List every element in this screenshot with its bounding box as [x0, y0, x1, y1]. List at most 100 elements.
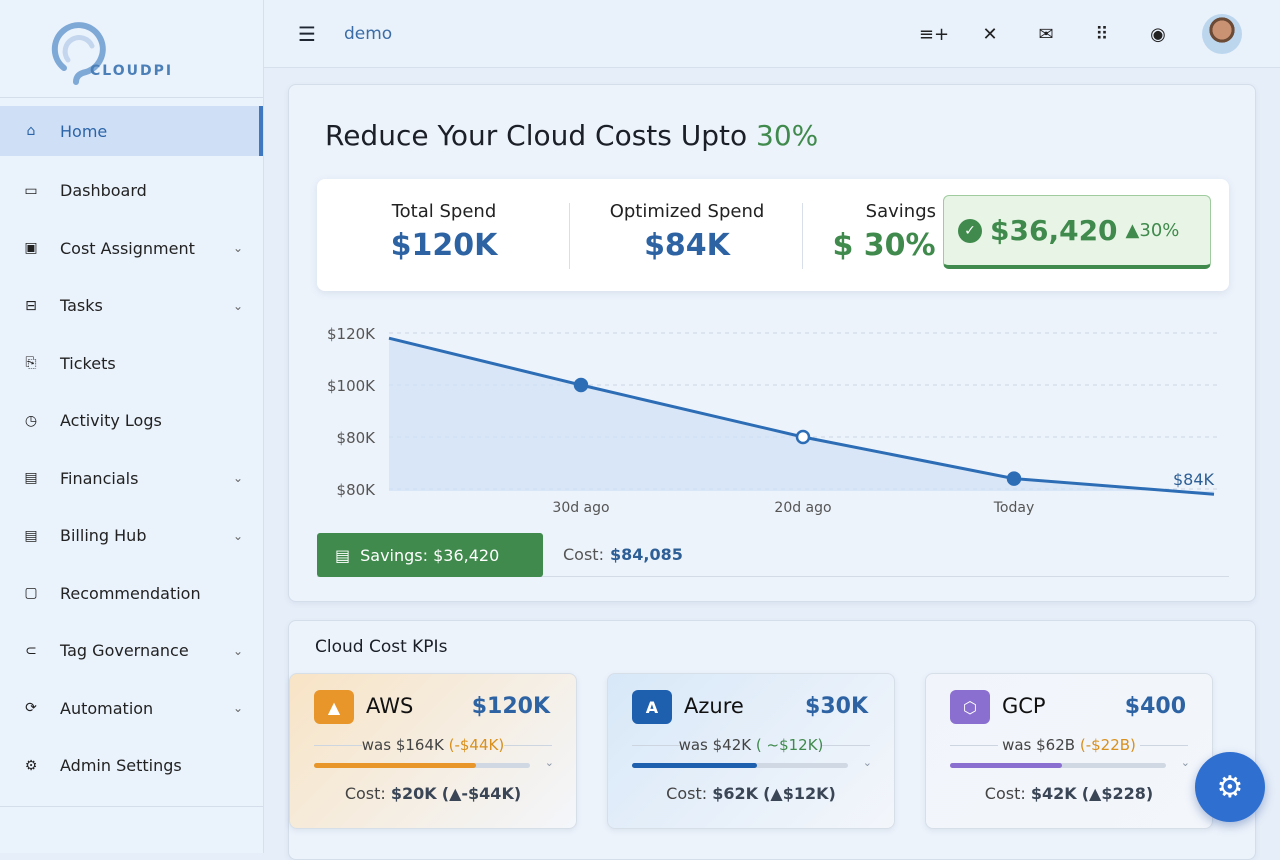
provider-name: GCP	[1002, 694, 1046, 718]
sidebar-item-label: Tag Governance	[60, 641, 189, 661]
sidebar-item-label: Tickets	[60, 353, 116, 373]
folder-icon: ▢	[24, 585, 38, 602]
y-tick-label: $120K	[327, 325, 376, 343]
compass-icon: ◷	[24, 412, 38, 429]
y-tick-label: $80K	[337, 481, 377, 499]
x-tick-label: 30d ago	[552, 500, 609, 516]
sidebar-item-home[interactable]: ⌂ Home	[0, 106, 263, 156]
azure-logo-icon: A	[632, 690, 672, 724]
savings-badge: ✓ $36,420 ▲30%	[943, 195, 1211, 269]
playlist-add-icon[interactable]: ≡+	[918, 23, 950, 45]
tag-icon: ⊂	[25, 642, 37, 659]
sidebar-item-recommendation[interactable]: ▢ Recommendation	[0, 565, 263, 623]
previous-amount: was $42K ( ~$12K)	[632, 736, 870, 754]
sidebar-item-label: Dashboard	[60, 181, 147, 201]
kpi-card-azure[interactable]: A Azure $30K was $42K ( ~$12K) ⌄ Cost: $…	[607, 673, 895, 829]
sidebar-item-label: Financials	[60, 468, 139, 488]
sidebar-item-label: Admin Settings	[60, 756, 182, 776]
data-point	[795, 429, 811, 445]
sidebar-item-tag-governance[interactable]: ⊂ Tag Governance ⌄	[0, 622, 263, 680]
area-fill	[389, 338, 1214, 495]
chevron-down-icon[interactable]: ⌄	[232, 701, 243, 716]
account-icon[interactable]: ◉	[1150, 23, 1166, 45]
x-tick-label: 20d ago	[774, 500, 831, 516]
sidebar-item-label: Recommendation	[60, 583, 201, 603]
chevron-down-icon[interactable]: ⌄	[862, 756, 872, 769]
total-spend-stat: Total Spend $120K	[390, 201, 498, 263]
progress-bar	[950, 763, 1166, 768]
cloudpi-logo-icon	[51, 22, 106, 85]
chevron-down-icon[interactable]: ⌄	[232, 528, 243, 543]
savings-overview-card: Reduce Your Cloud Costs Upto 30% Total S…	[288, 84, 1256, 602]
page-title: Reduce Your Cloud Costs Upto 30%	[325, 119, 819, 152]
wallet-icon: ▤	[335, 545, 351, 565]
section-title: Cloud Cost KPIs	[315, 637, 448, 657]
collapse-icon[interactable]: ✕	[982, 23, 998, 45]
chevron-down-icon[interactable]: ⌄	[544, 756, 554, 769]
progress-bar	[314, 763, 530, 768]
sidebar-item-tickets[interactable]: ⎘ Tickets	[0, 335, 263, 393]
savings-bar: ▤ Savings: $36,420 Cost: $84,085	[317, 533, 1229, 577]
sidebar-item-automation[interactable]: ⟳ Automation ⌄	[0, 680, 263, 738]
admin-icon: ⚙	[24, 757, 38, 774]
data-point	[1006, 471, 1022, 486]
avatar[interactable]	[1202, 14, 1242, 54]
cost-line: Cost: $20K (▲-$44K)	[344, 784, 522, 803]
sidebar-item-billing-hub[interactable]: ▤ Billing Hub ⌄	[0, 507, 263, 565]
cost-line: Cost: $42K (▲$228)	[984, 784, 1154, 803]
sidebar-item-admin-settings[interactable]: ⚙ Admin Settings	[0, 737, 263, 795]
savings-button[interactable]: ▤ Savings: $36,420	[317, 533, 543, 577]
chevron-down-icon[interactable]: ⌄	[232, 471, 243, 486]
previous-amount: was $164K (-$44K)	[314, 736, 552, 754]
breadcrumb[interactable]: demo	[343, 23, 393, 44]
provider-amount: $400	[1124, 694, 1186, 719]
chevron-down-icon[interactable]: ⌄	[1180, 756, 1190, 769]
progress-bar	[632, 763, 848, 768]
ticket-icon: ⎘	[25, 355, 37, 372]
id-card-icon: ▣	[24, 240, 38, 257]
sidebar-item-tasks[interactable]: ⊟ Tasks ⌄	[0, 277, 263, 335]
previous-amount: was $62B (-$22B)	[950, 736, 1188, 754]
tasks-icon: ⊟	[25, 297, 37, 314]
billing-icon: ▤	[24, 527, 38, 544]
x-tick-label: Today	[993, 500, 1035, 516]
sidebar-item-label: Tasks	[60, 296, 103, 316]
top-header: ☰ demo ≡+ ✕ ✉ ⠿ ◉	[264, 0, 1280, 68]
logo[interactable]: CLOUDPI	[0, 0, 263, 98]
sidebar: CLOUDPI ⌂ Home ▭ Dashboard ▣ Cost Assignment ⌄…	[0, 0, 264, 853]
chevron-down-icon[interactable]: ⌄	[232, 298, 243, 313]
cloud-cost-kpis: Cloud Cost KPIs ▲ AWS $120K was $164K (-…	[288, 620, 1256, 860]
sidebar-nav: ⌂ Home ▭ Dashboard ▣ Cost Assignment ⌄ ⊟ Tasks ⌄ ⎘…	[0, 98, 263, 795]
mail-icon[interactable]: ✉	[1038, 23, 1054, 45]
check-circle-icon: ✓	[958, 218, 982, 243]
gcp-logo-icon: ⬡	[950, 690, 990, 724]
savings-stat: Savings $ 30%	[832, 201, 936, 263]
settings-gear-icon[interactable]: ⚙	[1195, 752, 1265, 822]
laptop-icon: ▭	[24, 182, 38, 199]
sidebar-item-cost-assignment[interactable]: ▣ Cost Assignment ⌄	[0, 220, 263, 278]
data-point	[573, 377, 589, 393]
sidebar-item-dashboard[interactable]: ▭ Dashboard	[0, 162, 263, 220]
sidebar-item-financials[interactable]: ▤ Financials ⌄	[0, 450, 263, 508]
automation-icon: ⟳	[25, 700, 37, 717]
sidebar-item-label: Activity Logs	[60, 411, 162, 431]
chevron-down-icon[interactable]: ⌄	[232, 241, 243, 256]
kpi-card-aws[interactable]: ▲ AWS $120K was $164K (-$44K) ⌄ Cost: $2…	[289, 673, 577, 829]
apps-grid-icon[interactable]: ⠿	[1095, 23, 1109, 45]
optimized-spend-stat: Optimized Spend $84K	[609, 201, 765, 263]
sidebar-item-label: Billing Hub	[60, 526, 147, 546]
y-tick-label: $100K	[327, 377, 376, 395]
sidebar-item-label: Home	[60, 121, 108, 141]
logo-text: CLOUDPI	[90, 63, 174, 79]
spend-trend-chart: $120K $100K $80K $80K 30d ago 20d ago Today $84…	[327, 325, 1219, 516]
divider	[0, 806, 263, 807]
menu-toggle-icon[interactable]: ☰	[298, 21, 316, 46]
end-value-label: $84K	[1173, 470, 1215, 489]
cost-line: Cost: $62K (▲$12K)	[666, 784, 836, 803]
aws-logo-icon: ▲	[314, 690, 354, 724]
provider-amount: $30K	[805, 694, 868, 719]
sidebar-item-activity-logs[interactable]: ◷ Activity Logs	[0, 392, 263, 450]
kpi-card-gcp[interactable]: ⬡ GCP $400 was $62B (-$22B) ⌄ Cost: $42K…	[925, 673, 1213, 829]
chevron-down-icon[interactable]: ⌄	[232, 643, 243, 658]
y-tick-label: $80K	[337, 429, 377, 447]
